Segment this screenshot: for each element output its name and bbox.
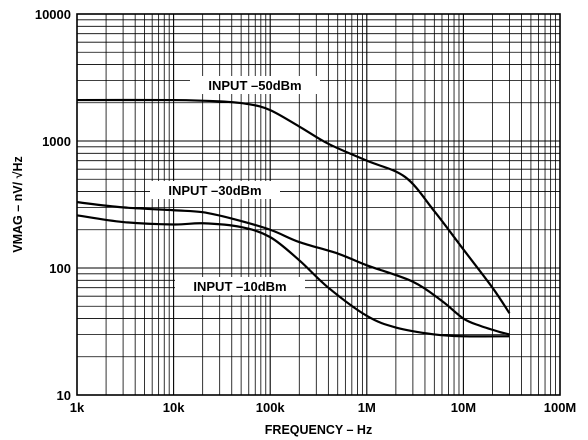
annotations: INPUT –50dBm INPUT –30dBm INPUT –10dBm (150, 76, 320, 295)
annotation-background (190, 76, 320, 94)
series-group (76, 98, 511, 338)
x-tick-label: 100M (544, 400, 577, 415)
series-line-1 (76, 98, 511, 314)
series-line-2 (76, 201, 510, 336)
y-tick-label: 1000 (42, 134, 71, 149)
grid (77, 14, 560, 395)
y-tick-label: 100 (49, 261, 71, 276)
x-tick-label: 10M (451, 400, 476, 415)
annotation-label-3: INPUT –10dBm (175, 277, 305, 295)
x-axis-label: FREQUENCY – Hz (265, 423, 372, 437)
y-tick-label: 10000 (35, 7, 71, 22)
y-axis-label: VMAG – nV/ √Hz (11, 156, 25, 252)
annotation-text: INPUT –30dBm (168, 183, 261, 198)
x-tick-label: 1k (70, 400, 85, 415)
y-tick-label: 10 (57, 388, 71, 403)
annotation-label-2: INPUT –30dBm (150, 181, 280, 199)
x-tick-labels: 1k 10k 100k 1M 10M 100M (70, 400, 577, 415)
series-line-3 (76, 214, 510, 338)
x-tick-label: 10k (163, 400, 185, 415)
annotation-background (175, 277, 305, 295)
annotation-label-1: INPUT –50dBm (190, 76, 320, 94)
annotation-text: INPUT –10dBm (193, 279, 286, 294)
x-tick-label: 1M (358, 400, 376, 415)
plot-frame (76, 13, 561, 396)
x-tick-label: 100k (256, 400, 286, 415)
annotation-background (150, 181, 280, 199)
annotation-text: INPUT –50dBm (208, 78, 301, 93)
y-tick-labels: 10 100 1000 10000 (35, 7, 71, 403)
